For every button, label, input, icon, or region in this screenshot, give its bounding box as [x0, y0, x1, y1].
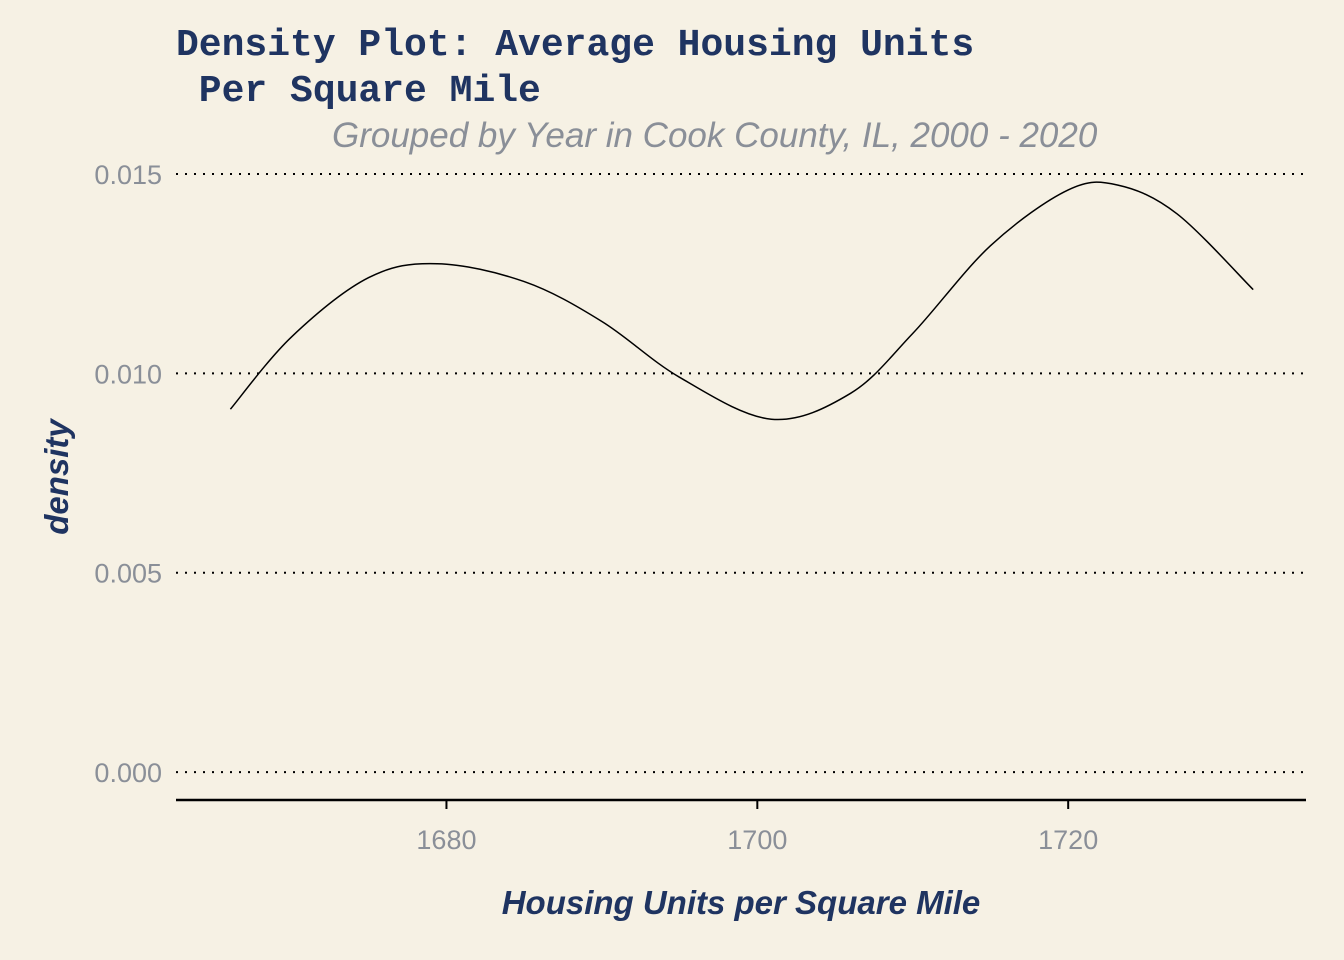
y-tick-label: 0.015	[94, 160, 162, 190]
y-axis-ticks: 0.000 0.005 0.010 0.015	[94, 160, 162, 788]
x-tick-label: 1680	[416, 825, 476, 855]
x-tick-label: 1720	[1038, 825, 1098, 855]
chart-title-line-2: Per Square Mile	[176, 70, 541, 113]
chart-title-line-1: Density Plot: Average Housing Units	[176, 24, 975, 67]
y-tick-label: 0.010	[94, 359, 162, 389]
x-axis-title: Housing Units per Square Mile	[502, 884, 981, 921]
y-axis-title: density	[38, 418, 75, 535]
density-curve	[229, 181, 1254, 421]
gridlines	[176, 172, 1306, 774]
chart-subtitle: Grouped by Year in Cook County, IL, 2000…	[332, 116, 1098, 155]
x-tick-label: 1700	[727, 825, 787, 855]
x-axis-ticks: 1680 1700 1720	[416, 800, 1098, 855]
y-tick-label: 0.000	[94, 758, 162, 788]
y-tick-label: 0.005	[94, 559, 162, 589]
